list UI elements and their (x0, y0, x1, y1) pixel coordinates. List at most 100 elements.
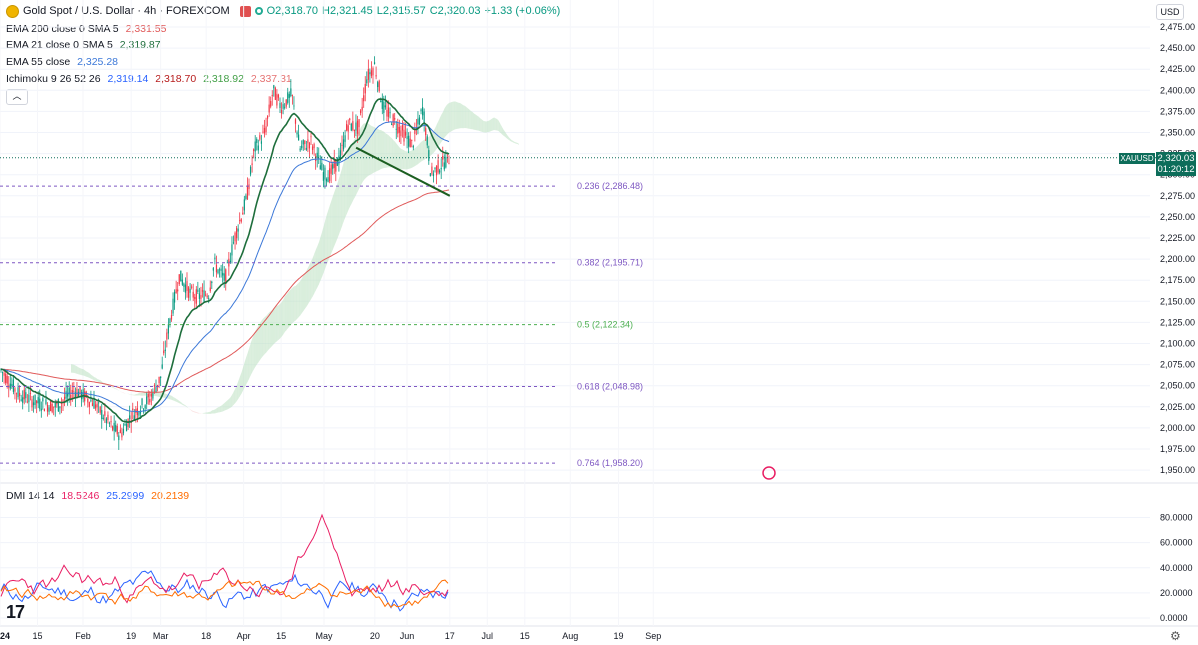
price-axis: 2,475.00 2,450.00 2,425.00 2,400.00 2,375.00… (1160, 22, 1195, 623)
candle-body (350, 123, 352, 131)
candle-body (125, 423, 128, 432)
candle-body (101, 410, 103, 420)
time-tick-label: May (315, 631, 333, 641)
cloud-segment (297, 282, 299, 319)
candle-body (155, 387, 157, 393)
candle-body (152, 392, 154, 399)
cloud-segment (371, 126, 374, 174)
ichimoku-legend[interactable]: Ichimoku 9 26 52 26 2,319.14 2,318.70 2,… (6, 72, 296, 86)
candle-body (220, 268, 222, 271)
cloud-segment (236, 380, 239, 402)
gear-icon[interactable]: ⚙ (1170, 629, 1181, 643)
cloud-segment (284, 294, 287, 332)
candle-body (418, 117, 421, 125)
time-tick-label: 19 (613, 631, 623, 641)
cloud-segment (336, 182, 338, 242)
candle-body (208, 297, 210, 299)
cloud-segment (224, 401, 226, 411)
cloud-segment (193, 411, 195, 413)
cloud-segment (391, 138, 394, 168)
candle-body (417, 118, 419, 125)
symbol-header[interactable]: Gold Spot / U.S. Dollar · 4h · FOREXCOM … (6, 4, 564, 18)
candle-body (355, 122, 357, 131)
ichimoku-base: 2,318.70 (155, 73, 197, 85)
cloud-segment (235, 385, 237, 403)
candle-body (420, 109, 422, 112)
candle-body (361, 106, 363, 111)
candle-body (445, 156, 447, 168)
cloud-segment (81, 368, 84, 376)
candle-body (91, 403, 94, 406)
candle-body (422, 107, 424, 116)
candle-body (263, 127, 266, 134)
candle-body (215, 264, 218, 273)
cloud-segment (511, 139, 513, 143)
plus-di-line (0, 570, 449, 612)
candle-body (79, 386, 81, 394)
cloud-segment (315, 245, 318, 291)
candle-body (19, 392, 21, 397)
cloud-segment (469, 109, 471, 130)
cloud-segment (449, 102, 451, 133)
cloud-segment (84, 370, 87, 377)
candle-body (341, 144, 343, 146)
cloud-segment (404, 150, 406, 170)
ema200-legend[interactable]: EMA 200 close 0 SMA 5 2,331.55 (6, 22, 170, 36)
cloud-segment (387, 134, 389, 168)
cloud-segment (112, 386, 115, 389)
candle-body (325, 178, 328, 182)
candle-body (94, 404, 97, 409)
cloud-segment (218, 406, 220, 413)
candle-body (411, 139, 413, 141)
fibonacci-levels: 0.236 (2,286.48) 0.382 (2,195.71) 0.5 (2,1… (0, 157, 1156, 468)
cloud-segment (249, 342, 251, 379)
candle-body (279, 102, 281, 109)
candle-body (104, 411, 106, 416)
cloud-segment (177, 399, 180, 404)
cloud-segment (308, 264, 310, 305)
ema200-line (0, 189, 450, 393)
candle-body (298, 134, 300, 141)
cloud-segment (258, 323, 261, 363)
candle-body (11, 384, 13, 387)
cloud-segment (326, 210, 329, 265)
cloud-segment (260, 320, 262, 360)
candle-body (187, 287, 190, 298)
cloud-segment (329, 200, 332, 257)
candle-body (346, 124, 348, 131)
cloud-segment (232, 391, 234, 407)
alert-icon[interactable] (239, 5, 251, 17)
candle-body (358, 119, 360, 128)
candle-body (73, 390, 75, 392)
cloud-segment (171, 395, 174, 401)
currency-button[interactable]: USD (1156, 4, 1184, 20)
candle-body (172, 298, 174, 314)
cloud-segment (362, 123, 364, 183)
ema55-legend[interactable]: EMA 55 close 2,325.28 (6, 55, 122, 69)
price-tick-label: 2,200.00 (1160, 254, 1195, 264)
event-icon (762, 466, 776, 480)
time-tick-label: 19 (126, 631, 136, 641)
cloud-segment (120, 391, 123, 393)
candle-body (339, 150, 342, 159)
cloud-segment (250, 338, 253, 376)
candle-body (308, 142, 311, 149)
market-status-icon (254, 7, 263, 15)
candle-body (257, 145, 259, 151)
dmi-legend[interactable]: DMI 14 14 18.5246 25.2999 20.2139 (6, 489, 193, 503)
cloud-segment (337, 177, 340, 238)
cloud-segment (301, 275, 304, 314)
cloud-segment (199, 412, 202, 414)
candle-body (166, 332, 168, 340)
cloud-segment (216, 407, 219, 413)
support-trendline (355, 146, 451, 197)
symbol-title[interactable]: Gold Spot / U.S. Dollar · 4h · FOREXCOM (23, 5, 230, 17)
collapse-legend-button[interactable]: ︿ (6, 89, 28, 105)
tradingview-logo[interactable]: 17 (6, 602, 25, 622)
minus-di-line (0, 513, 449, 604)
cloud-segment (320, 231, 323, 281)
candle-body (442, 155, 444, 160)
candle-body (144, 405, 146, 409)
candle-body (302, 140, 304, 145)
